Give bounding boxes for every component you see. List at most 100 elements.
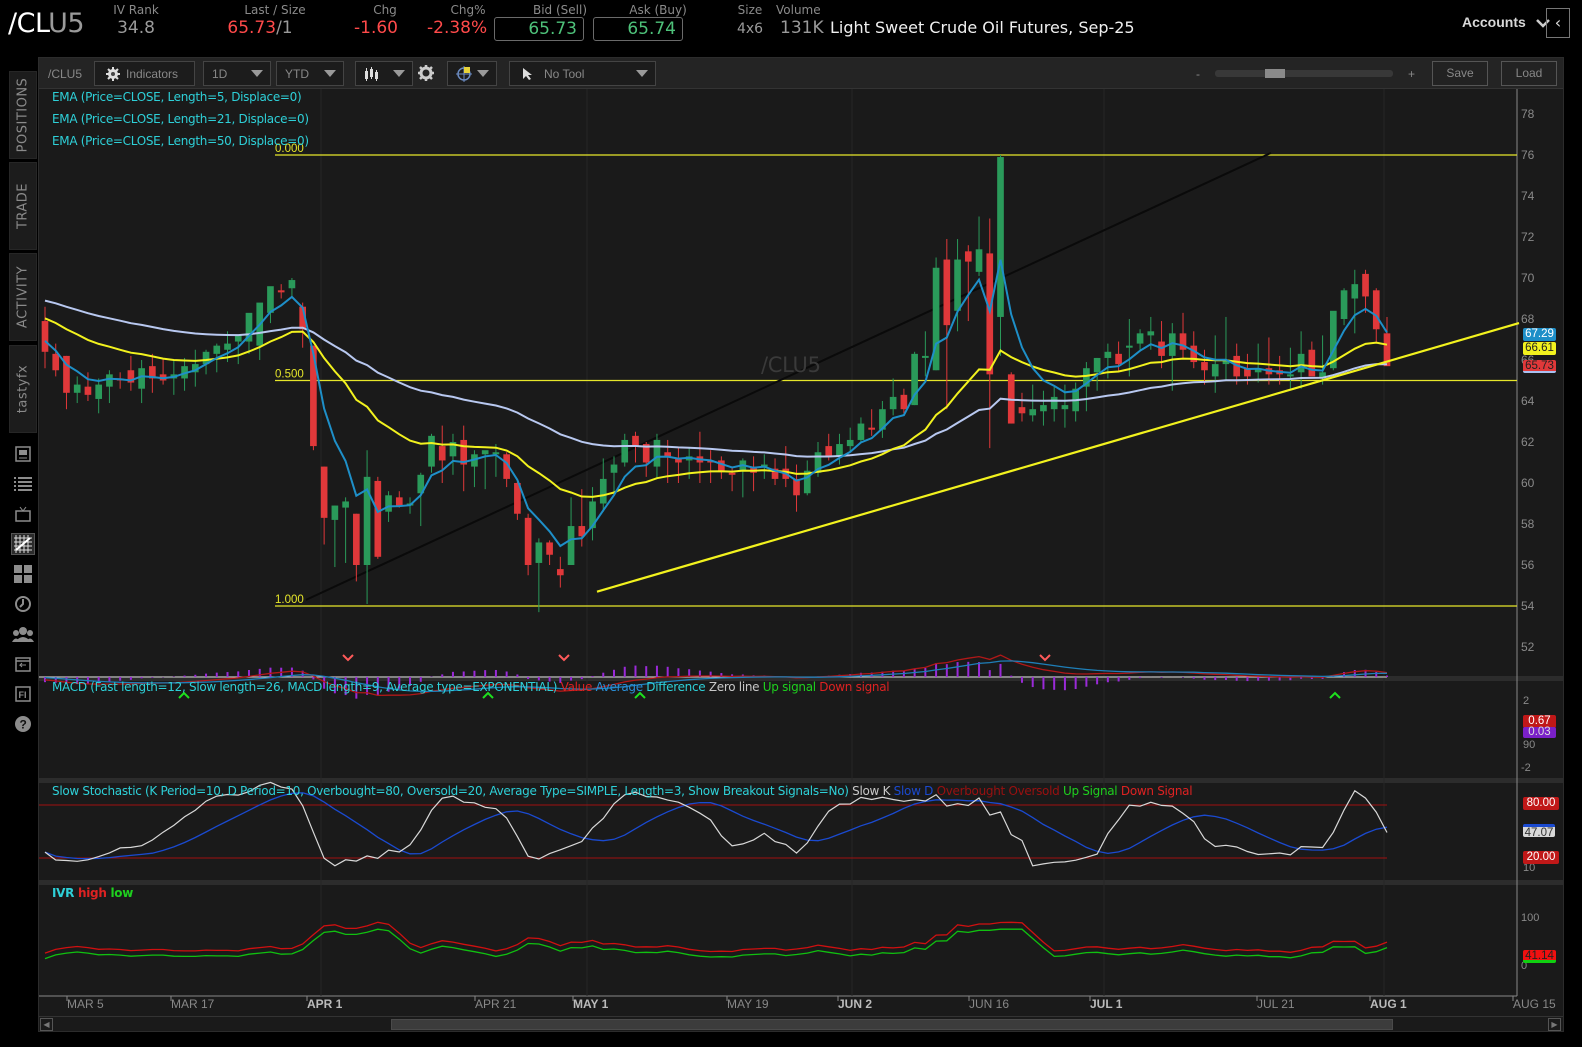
macd-up-signal-icon xyxy=(634,691,646,699)
range-dropdown[interactable]: YTD xyxy=(276,61,344,86)
stoch-study-header[interactable]: Slow Stochastic (K Period=10, D Period=1… xyxy=(52,784,1193,798)
time-tick-label: MAR 17 xyxy=(171,997,215,1011)
grid-icon[interactable] xyxy=(11,563,35,585)
candle-body xyxy=(932,267,940,371)
watchlist-icon[interactable] xyxy=(11,473,35,495)
price-tick-label: 72 xyxy=(1521,230,1535,244)
candle-body xyxy=(52,353,60,371)
news-icon[interactable] xyxy=(11,443,35,465)
accounts-dropdown[interactable]: Accounts xyxy=(1462,14,1550,30)
bidask-size-label: Size xyxy=(737,3,763,17)
calendar-icon[interactable] xyxy=(11,653,35,675)
macd-study-header[interactable]: MACD (Fast length=12, Slow length=26, MA… xyxy=(52,680,890,694)
tab-tastyfx[interactable]: tastyfx xyxy=(9,345,37,433)
ema50-study-label[interactable]: EMA (Price=CLOSE, Length=50, Displace=0) xyxy=(52,134,309,148)
bid-label: Bid (Sell) xyxy=(532,3,588,17)
ema21-study-label[interactable]: EMA (Price=CLOSE, Length=21, Displace=0) xyxy=(52,112,309,126)
candle-body xyxy=(1126,345,1133,348)
candle-body xyxy=(975,249,983,272)
scroll-right-button[interactable]: ▶ xyxy=(1548,1018,1561,1031)
indicators-button[interactable]: Indicators xyxy=(94,61,195,86)
fi-icon[interactable]: FI xyxy=(11,683,35,705)
candle-body xyxy=(567,526,575,565)
chevron-left-icon: ‹ xyxy=(1554,13,1562,32)
price-tick-label: 52 xyxy=(1521,640,1535,654)
zoom-in-button[interactable]: + xyxy=(1408,67,1416,81)
candle-body xyxy=(41,321,49,352)
zoom-out-button[interactable]: - xyxy=(1196,67,1200,81)
symbol-title[interactable]: /CLU5 xyxy=(8,8,85,39)
tab-trade[interactable]: TRADE xyxy=(9,162,37,250)
price-tick-label: 68 xyxy=(1521,312,1535,326)
drawing-tool-dropdown[interactable]: No Tool xyxy=(509,61,656,86)
scrollbar-thumb[interactable] xyxy=(391,1019,1393,1030)
stoch-tick-label: 10 xyxy=(1523,862,1535,874)
tab-activity[interactable]: ACTIVITY xyxy=(9,253,37,341)
chart-toolbar: /CLU5 Indicators 1D YTD No Tool - + Save xyxy=(39,58,1563,89)
candle-body xyxy=(1287,374,1294,377)
chart-symbol-field[interactable]: /CLU5 xyxy=(48,67,83,81)
help-icon[interactable]: ? xyxy=(11,713,35,735)
load-button[interactable]: Load xyxy=(1501,61,1557,86)
interval-dropdown[interactable]: 1D xyxy=(203,61,271,86)
symbol-root: /CL xyxy=(8,8,49,39)
macd-tick-label: -2 xyxy=(1521,762,1531,774)
candle-body xyxy=(1201,362,1208,371)
candle-body xyxy=(1179,333,1187,350)
time-tick-label: AUG 1 xyxy=(1370,997,1407,1011)
ivr-study-header[interactable]: IVR high low xyxy=(52,886,133,900)
candle-body xyxy=(449,442,457,457)
stoch-oversold-tag: 20.00 xyxy=(1523,851,1559,864)
candlestick-icon xyxy=(365,66,378,81)
candle-body xyxy=(535,542,543,563)
tv-icon[interactable] xyxy=(11,503,35,525)
ivr-high-line xyxy=(44,921,1388,954)
price-tick-label: 56 xyxy=(1521,558,1535,572)
chart-icon[interactable] xyxy=(11,533,35,555)
candle-body xyxy=(879,409,886,430)
stoch-overbought-tag: 80.00 xyxy=(1523,797,1559,810)
macd-up-signal-icon xyxy=(482,691,494,699)
ivr-tick-label: 0 xyxy=(1521,960,1527,972)
candle-body xyxy=(149,366,156,379)
last-price: 65.73 xyxy=(227,18,277,38)
symbol-contract: U5 xyxy=(48,8,85,39)
time-tick-label: MAY 19 xyxy=(727,997,769,1011)
time-tick-label: JUL 21 xyxy=(1257,997,1295,1011)
bid-button[interactable]: 65.73 xyxy=(494,17,584,41)
candle-body xyxy=(460,439,468,465)
chgpct-value: -2.38% xyxy=(427,18,488,38)
candle-body xyxy=(707,460,714,463)
zoom-slider-thumb[interactable] xyxy=(1265,69,1285,78)
iv-rank-value: 34.8 xyxy=(117,18,155,38)
macd-legend-zero-line: Zero line xyxy=(708,680,760,694)
collapse-panel-button[interactable]: ‹ xyxy=(1546,8,1570,38)
community-icon[interactable] xyxy=(11,623,35,645)
candle-body xyxy=(642,444,650,463)
ask-button[interactable]: 65.74 xyxy=(593,17,683,41)
stoch-slowd-line xyxy=(44,792,1388,860)
save-button[interactable]: Save xyxy=(1432,61,1488,86)
time-tick-label: MAY 1 xyxy=(573,997,609,1011)
ema5-study-label[interactable]: EMA (Price=CLOSE, Length=5, Displace=0) xyxy=(52,90,302,104)
candle-body xyxy=(793,478,800,496)
zoom-slider[interactable] xyxy=(1215,69,1393,78)
candle-body xyxy=(277,290,285,293)
candle-body xyxy=(524,517,532,565)
candle-body xyxy=(234,335,242,342)
left-rail: POSITIONS TRADE ACTIVITY tastyfx FI ? xyxy=(0,56,38,1047)
chart-style-dropdown[interactable] xyxy=(355,61,413,86)
chart-settings-button[interactable] xyxy=(418,65,434,85)
ema21-line xyxy=(44,317,1388,498)
chgpct-label: Chg% xyxy=(450,3,486,17)
stoch-slowk-tag: 47.07 xyxy=(1523,824,1555,839)
tab-positions[interactable]: POSITIONS xyxy=(9,71,37,159)
volume-field: Volume 131K xyxy=(776,3,824,38)
scroll-left-button[interactable]: ◀ xyxy=(40,1018,53,1031)
candle-body xyxy=(191,364,199,373)
drawing-style-dropdown[interactable] xyxy=(447,61,497,86)
horizontal-scrollbar[interactable]: ◀ ▶ xyxy=(39,1016,1563,1031)
candle-body xyxy=(814,452,822,473)
history-icon[interactable] xyxy=(11,593,35,615)
